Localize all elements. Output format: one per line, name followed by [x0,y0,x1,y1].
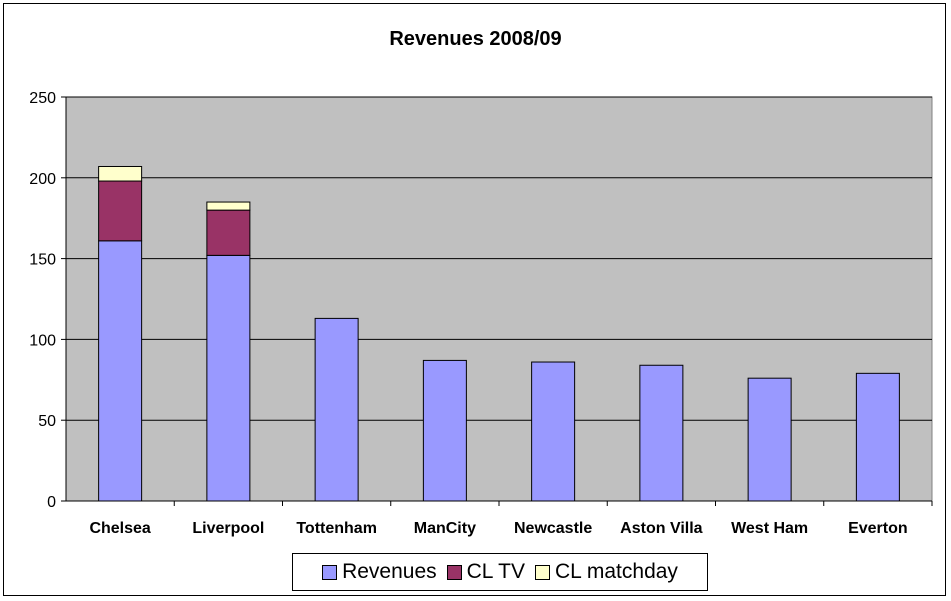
plot-area [65,96,933,502]
y-tick-label: 100 [29,332,56,349]
bar-revenues [639,364,684,502]
bar-cl-tv [206,209,251,256]
legend-label: Revenues [342,560,437,583]
bar-revenues [314,317,359,502]
x-tick-label: Everton [848,520,908,537]
legend-label: CL TV [466,560,525,583]
x-tick-label: Chelsea [89,520,150,537]
bar-cl-matchday [98,165,143,182]
bar-cl-matchday [206,201,251,211]
bar-cl-tv [98,180,143,242]
bar-revenues [747,377,792,502]
x-tick-label: ManCity [414,520,476,537]
bar-revenues [206,254,251,502]
y-tick-label: 50 [38,413,56,430]
y-tick-label: 200 [29,171,56,188]
x-tick-label: Newcastle [514,520,592,537]
x-tick-label: Aston Villa [620,520,702,537]
legend-swatch [446,564,462,580]
y-tick-label: 250 [29,90,56,107]
legend-item: CL TV [446,560,525,584]
legend-item: CL matchday [534,560,678,584]
legend-swatch [322,564,338,580]
y-tick-label: 150 [29,252,56,269]
bar-revenues [855,372,900,502]
chart-frame [3,3,946,596]
legend: Revenues CL TV CL matchday [292,553,708,591]
bar-revenues [422,359,467,502]
y-tick-label: 0 [47,494,56,511]
x-tick-label: Liverpool [192,520,264,537]
bar-revenues [531,361,576,502]
legend-label: CL matchday [554,560,678,583]
legend-swatch [534,564,550,580]
x-tick-label: Tottenham [296,520,377,537]
chart-title: Revenues 2008/09 [389,28,562,50]
legend-item: Revenues [322,560,437,584]
x-tick-label: West Ham [731,520,808,537]
bar-revenues [98,240,143,502]
